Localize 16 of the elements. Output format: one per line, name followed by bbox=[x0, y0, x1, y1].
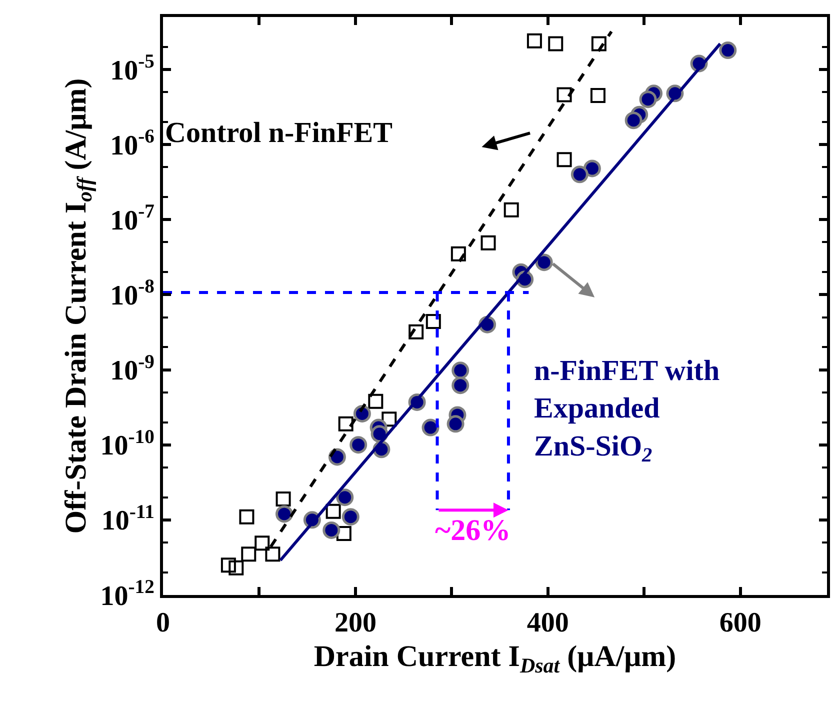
x-axis-title: Drain Current I$_{Dsat}$ (μA/μm) bbox=[314, 640, 676, 678]
y-tick-label: 10$^{-9}$ bbox=[110, 352, 155, 387]
x-tick-label: 0 bbox=[156, 608, 170, 639]
y-tick-label: 10$^{-6}$ bbox=[110, 126, 155, 162]
legend-label: Control n-FinFET bbox=[165, 117, 392, 149]
y-tick-label: 10$^{-11}$ bbox=[101, 502, 154, 537]
y-tick-label: 10$^{-8}$ bbox=[110, 276, 155, 312]
x-tick-label: 400 bbox=[526, 608, 569, 639]
series-label: n-FinFET with Expanded ZnS-SiO$_{2}$ bbox=[534, 355, 720, 466]
y-tick-label: 10$^{-7}$ bbox=[110, 202, 155, 236]
x-tick-label: 600 bbox=[719, 608, 762, 639]
y-tick-label: 10$^{-10}$ bbox=[100, 426, 155, 462]
y-tick-label: 10$^{-12}$ bbox=[100, 577, 154, 612]
y-tick-label: 10$^{-5}$ bbox=[110, 52, 155, 86]
x-tick-label: 200 bbox=[334, 608, 376, 639]
annotation: ~26% bbox=[435, 514, 511, 547]
